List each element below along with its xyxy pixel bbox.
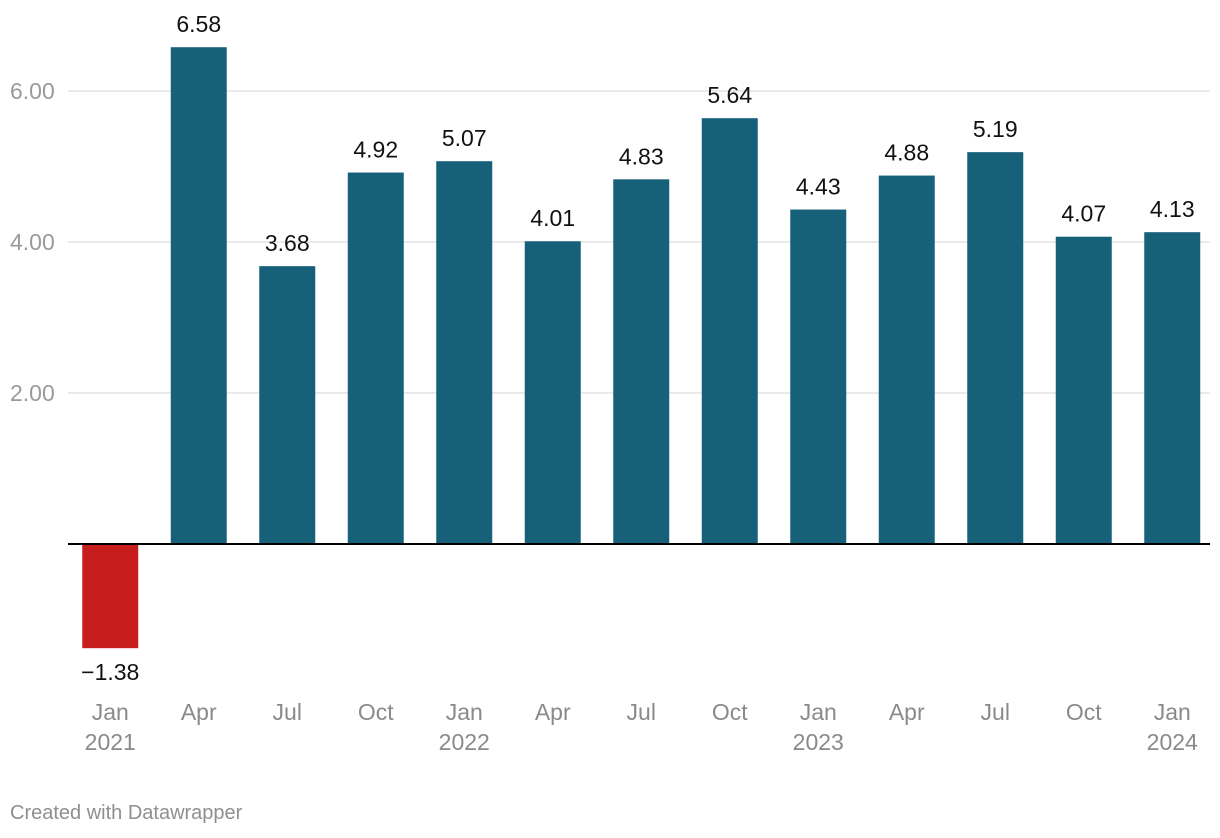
- x-tick-label: Jul: [273, 699, 302, 725]
- x-tick-label: Apr: [181, 699, 217, 725]
- bars: [68, 47, 1210, 649]
- bar: [170, 47, 227, 545]
- bar: [436, 161, 493, 544]
- footer-credit: Created with Datawrapper: [10, 802, 243, 824]
- bar: [1144, 232, 1201, 544]
- bar: [613, 179, 670, 544]
- bar: [259, 266, 316, 544]
- data-label: 5.07: [442, 125, 487, 151]
- data-label: −1.38: [81, 659, 139, 685]
- data-label: 4.07: [1061, 201, 1106, 227]
- data-label: 4.13: [1150, 196, 1195, 222]
- x-tick-label: Jul: [627, 699, 656, 725]
- x-axis: Jan 2021 Apr Jul Oct Jan 2022 Apr Jul Oct Jan 2023 A…: [85, 699, 1198, 755]
- x-tick-label: Oct: [712, 699, 748, 725]
- data-label: 5.64: [707, 82, 752, 108]
- data-label: 4.83: [619, 143, 664, 169]
- x-tick-label: Jan: [800, 699, 837, 725]
- bar-chart: 2.00 4.00 6.00 −1.38 6.58 3.68 4.92 5.07 4.01 4.…: [10, 11, 1210, 755]
- x-tick-year-label: 2022: [439, 729, 490, 755]
- bar: [82, 544, 139, 649]
- x-tick-label: Oct: [358, 699, 394, 725]
- y-tick-label: 2.00: [10, 380, 55, 406]
- data-label: 5.19: [973, 116, 1018, 142]
- x-tick-label: Oct: [1066, 699, 1102, 725]
- bar: [524, 241, 581, 544]
- x-tick-label: Apr: [889, 699, 925, 725]
- data-label: 3.68: [265, 230, 310, 256]
- x-tick-year-label: 2024: [1147, 729, 1198, 755]
- y-tick-label: 4.00: [10, 229, 55, 255]
- data-label: 4.88: [884, 140, 929, 166]
- x-tick-year-label: 2023: [793, 729, 844, 755]
- data-label: 4.01: [530, 205, 575, 231]
- data-label: 4.92: [353, 137, 398, 163]
- y-tick-label: 6.00: [10, 78, 55, 104]
- data-label: 6.58: [176, 11, 221, 37]
- bar: [1055, 236, 1112, 544]
- bar: [701, 118, 758, 545]
- x-tick-label: Jul: [981, 699, 1010, 725]
- x-tick-label: Jan: [92, 699, 129, 725]
- x-tick-year-label: 2021: [85, 729, 136, 755]
- bar: [967, 152, 1024, 544]
- data-labels: −1.38 6.58 3.68 4.92 5.07 4.01 4.83 5.64 4.43 4.8…: [81, 11, 1194, 685]
- bar: [347, 172, 404, 545]
- bar: [790, 209, 847, 544]
- data-label: 4.43: [796, 174, 841, 200]
- x-tick-label: Jan: [446, 699, 483, 725]
- x-tick-label: Apr: [535, 699, 571, 725]
- x-tick-label: Jan: [1154, 699, 1191, 725]
- bar: [878, 175, 935, 544]
